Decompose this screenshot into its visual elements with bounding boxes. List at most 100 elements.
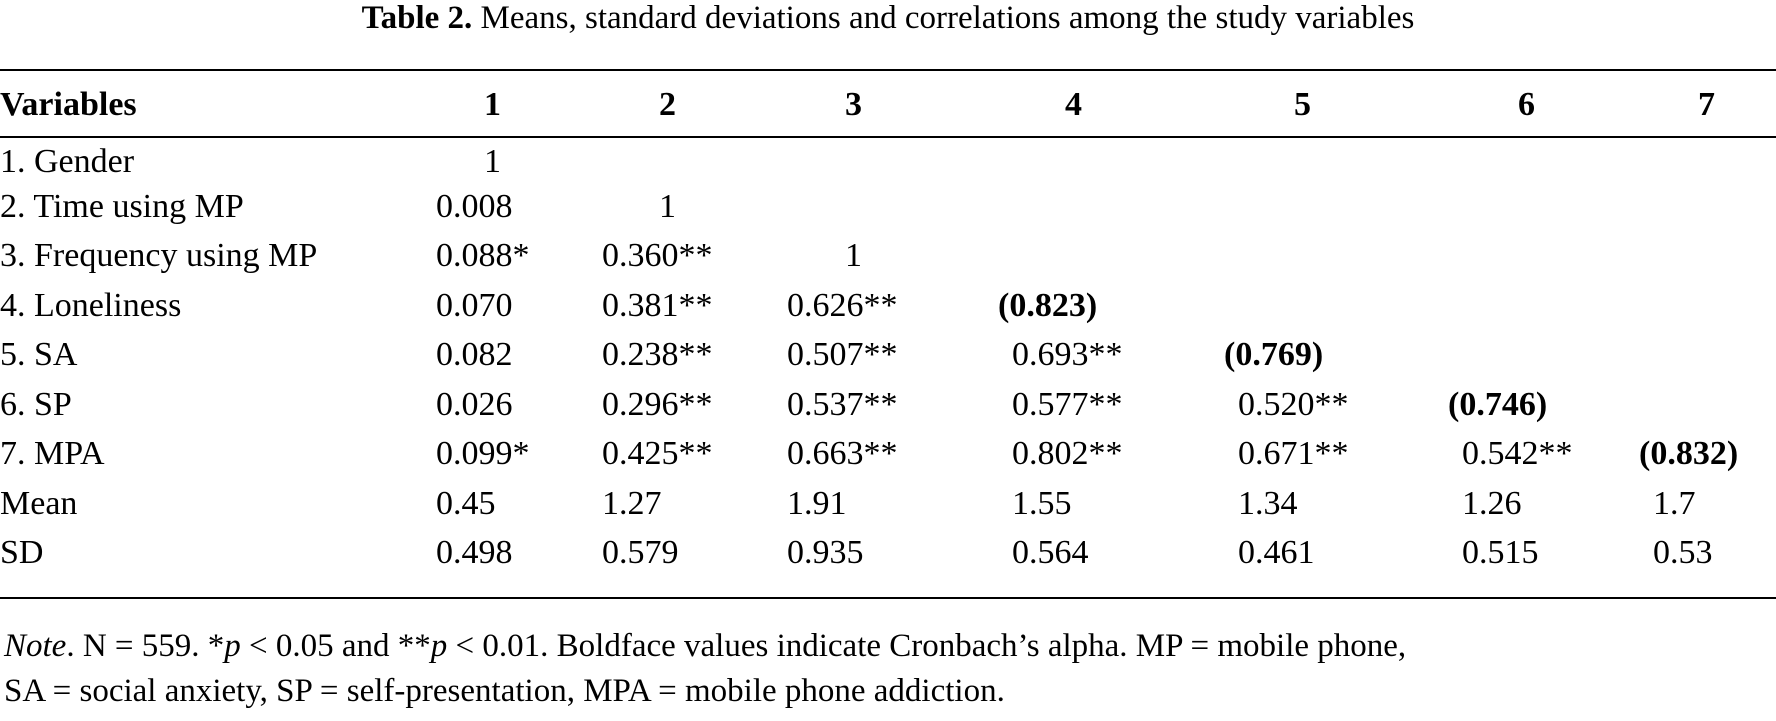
table-cell [1224, 232, 1448, 282]
note-p-2: p [430, 628, 448, 664]
row-label: 7. MPA [0, 435, 105, 473]
table-cell: 0.693** [1012, 336, 1123, 374]
header-col-4: 4 [1065, 86, 1082, 123]
table-cell: 1 [659, 187, 676, 225]
table-cell [1224, 132, 1448, 182]
table-cell: 1.26 [1462, 484, 1522, 522]
row-label: 6. SP [0, 385, 72, 423]
alpha-cell: (0.823) [998, 286, 1098, 324]
row-label: Mean [0, 484, 78, 522]
table-row: Mean 0.45 1.27 1.91 1.55 1.34 1.26 1.7 [0, 479, 1776, 529]
table-cell: 0.45 [436, 484, 496, 522]
table-row: 4. Loneliness 0.070 0.381** 0.626** (0.8… [0, 281, 1776, 331]
note-text-c: < 0.01. Boldface values indicate Cronbac… [447, 628, 1407, 664]
table-cell [1448, 132, 1639, 182]
caption-label: Table 2. [361, 0, 473, 36]
table-cell [998, 182, 1224, 232]
table-cell [1448, 182, 1639, 232]
table-cell: 1.34 [1238, 484, 1298, 522]
row-label: 3. Frequency using MP [0, 237, 318, 275]
table-cell [998, 132, 1224, 182]
header-row: Variables 1 2 3 4 5 6 7 [0, 78, 1776, 132]
header-col-6: 6 [1518, 86, 1535, 123]
row-label: 5. SA [0, 336, 78, 374]
table-cell: 0.498 [436, 534, 513, 572]
row-label: 4. Loneliness [0, 286, 182, 324]
table-cell [1639, 331, 1776, 381]
table-caption: Table 2. Means, standard deviations and … [0, 0, 1776, 36]
row-label: 2. Time using MP [0, 187, 244, 225]
table-cell: 0.577** [1012, 385, 1123, 423]
table-cell: 0.008 [436, 187, 513, 225]
table-cell: 0.515 [1462, 534, 1539, 572]
table-cell: 0.537** [787, 385, 898, 423]
table-cell [787, 132, 998, 182]
table-cell: 0.626** [787, 286, 898, 324]
row-label: 1. Gender [0, 143, 135, 180]
note-label: Note [4, 628, 67, 664]
table-cell [1448, 281, 1639, 331]
table-cell: 0.238** [602, 336, 713, 374]
header-col-3: 3 [845, 86, 862, 123]
header-col-5: 5 [1294, 86, 1311, 123]
table-cell: 0.360** [602, 237, 713, 275]
table-note: Note. N = 559. *p < 0.05 and **p < 0.01.… [4, 624, 1774, 714]
table-cell: 1.91 [787, 484, 847, 522]
table-row: 1. Gender 1 [0, 132, 1776, 182]
table-row: 6. SP 0.026 0.296** 0.537** 0.577** 0.52… [0, 380, 1776, 430]
table-cell: 0.461 [1238, 534, 1315, 572]
table-cell: 1.55 [1012, 484, 1072, 522]
alpha-cell: (0.769) [1224, 336, 1324, 374]
caption-text: Means, standard deviations and correlati… [480, 0, 1415, 36]
bottom-rule [0, 597, 1776, 599]
table-cell: 1.7 [1653, 484, 1696, 522]
table-cell: 0.671** [1238, 435, 1349, 473]
note-p-1: p [224, 628, 241, 664]
table-cell: 0.099* [436, 435, 530, 473]
table-cell: 0.520** [1238, 385, 1349, 423]
table-cell: 0.564 [1012, 534, 1089, 572]
table-cell: 0.507** [787, 336, 898, 374]
table-cell: 0.082 [436, 336, 513, 374]
top-rule [0, 69, 1776, 71]
table-cell: 1 [484, 143, 501, 180]
table-cell [998, 232, 1224, 282]
table-cell [787, 182, 998, 232]
table-row: 7. MPA 0.099* 0.425** 0.663** 0.802** 0.… [0, 430, 1776, 480]
header-col-7: 7 [1698, 86, 1715, 123]
note-text-a: . N = 559. * [66, 628, 225, 664]
alpha-cell: (0.832) [1639, 435, 1739, 473]
table-row: 2. Time using MP 0.008 1 [0, 182, 1776, 232]
table-cell: 1 [845, 237, 862, 275]
table-cell: 0.935 [787, 534, 864, 572]
table-cell [1448, 331, 1639, 381]
header-col-2: 2 [659, 86, 676, 123]
correlation-table: Variables 1 2 3 4 5 6 7 1. Gender 1 [0, 78, 1776, 578]
table-cell [1224, 281, 1448, 331]
table-cell [1639, 132, 1776, 182]
header-variables: Variables [0, 86, 137, 123]
table-cell [1224, 182, 1448, 232]
table-cell [1639, 232, 1776, 282]
table-cell: 0.53 [1653, 534, 1713, 572]
header-rule [0, 136, 1776, 138]
table-cell: 0.026 [436, 385, 513, 423]
table-cell: 0.381** [602, 286, 713, 324]
table-cell [1639, 380, 1776, 430]
row-label: SD [0, 534, 44, 572]
alpha-cell: (0.746) [1448, 385, 1548, 423]
table-cell: 0.579 [602, 534, 679, 572]
table-cell [1448, 232, 1639, 282]
table-cell [602, 132, 787, 182]
table-cell: 0.425** [602, 435, 713, 473]
note-text-b: < 0.05 and ** [240, 628, 431, 664]
table-cell: 0.070 [436, 286, 513, 324]
table-cell: 0.088* [436, 237, 530, 275]
table-cell [1639, 281, 1776, 331]
note-line-2: SA = social anxiety, SP = self-presentat… [4, 673, 1005, 709]
table-row: 5. SA 0.082 0.238** 0.507** 0.693** (0.7… [0, 331, 1776, 381]
table-cell: 0.542** [1462, 435, 1573, 473]
header-col-1: 1 [484, 86, 501, 123]
note-line-1: Note. N = 559. *p < 0.05 and **p < 0.01.… [4, 624, 1774, 669]
